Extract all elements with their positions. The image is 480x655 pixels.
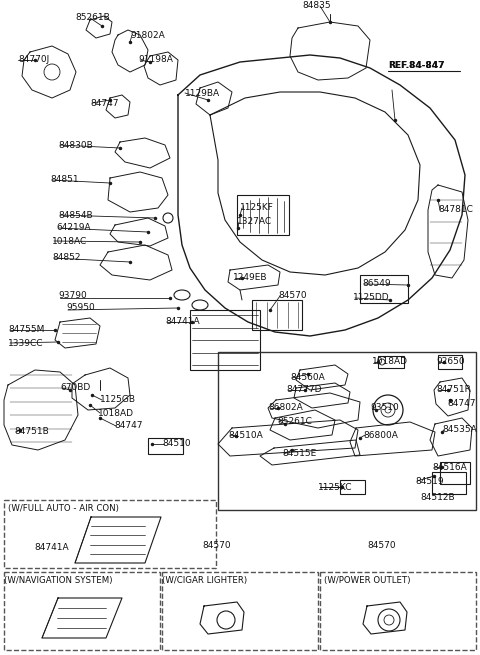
- Bar: [162, 572, 318, 650]
- Text: 84516A: 84516A: [432, 464, 467, 472]
- Text: 84781C: 84781C: [438, 206, 473, 214]
- Text: 1327AC: 1327AC: [237, 217, 272, 227]
- Bar: [4, 500, 216, 568]
- Text: 84512B: 84512B: [420, 493, 455, 502]
- Text: 84830B: 84830B: [58, 141, 93, 149]
- Bar: [432, 472, 466, 494]
- Text: 93790: 93790: [58, 291, 87, 299]
- Text: 86549: 86549: [362, 280, 391, 288]
- Text: (W/NAVIGATION SYSTEM): (W/NAVIGATION SYSTEM): [4, 576, 112, 584]
- Text: 84852: 84852: [52, 253, 81, 263]
- Text: 84515E: 84515E: [282, 449, 316, 458]
- Bar: [237, 195, 289, 235]
- Bar: [148, 438, 183, 454]
- Text: 1125GB: 1125GB: [100, 396, 136, 405]
- Text: 84747: 84747: [114, 422, 143, 430]
- Bar: [438, 355, 462, 369]
- Text: (W/POWER OUTLET): (W/POWER OUTLET): [324, 576, 410, 584]
- Bar: [218, 352, 476, 510]
- Text: 84835: 84835: [303, 1, 331, 10]
- Text: 95950: 95950: [66, 303, 95, 312]
- Text: 86800A: 86800A: [363, 430, 398, 440]
- Bar: [360, 275, 408, 303]
- Text: 670BD: 670BD: [60, 383, 90, 392]
- Text: 84570: 84570: [368, 542, 396, 550]
- Bar: [340, 480, 365, 494]
- Text: 84560A: 84560A: [290, 373, 325, 383]
- Text: 91198A: 91198A: [138, 56, 173, 64]
- Text: 86802A: 86802A: [268, 403, 303, 413]
- Text: 1125KC: 1125KC: [318, 483, 352, 491]
- Text: 84741A: 84741A: [165, 318, 200, 326]
- Text: 84854B: 84854B: [58, 210, 93, 219]
- Text: 84510A: 84510A: [228, 430, 263, 440]
- Bar: [378, 356, 404, 368]
- Bar: [320, 572, 476, 650]
- Text: 84535A: 84535A: [442, 426, 477, 434]
- Text: 84510: 84510: [162, 440, 191, 449]
- Text: 84570: 84570: [278, 291, 307, 301]
- Bar: [190, 310, 260, 370]
- Bar: [4, 572, 160, 650]
- Text: 91802A: 91802A: [130, 31, 165, 39]
- Text: REF.84-847: REF.84-847: [388, 62, 444, 71]
- Text: 64219A: 64219A: [56, 223, 91, 233]
- Text: 84751B: 84751B: [14, 428, 49, 436]
- Text: 84570: 84570: [203, 542, 231, 550]
- Text: 1018AC: 1018AC: [52, 236, 87, 246]
- Text: 1125KF: 1125KF: [240, 204, 274, 212]
- Text: 1249EB: 1249EB: [233, 274, 267, 282]
- Text: 84777D: 84777D: [286, 386, 322, 394]
- Text: 84747: 84747: [447, 398, 476, 407]
- Text: (W/FULL AUTO - AIR CON): (W/FULL AUTO - AIR CON): [8, 504, 119, 512]
- Text: 1018AD: 1018AD: [98, 409, 134, 417]
- Text: 84755M: 84755M: [8, 326, 44, 335]
- Text: 84741A: 84741A: [34, 544, 69, 553]
- Text: 92650: 92650: [436, 358, 465, 367]
- Text: 1339CC: 1339CC: [8, 339, 44, 348]
- Bar: [252, 300, 302, 330]
- Text: 85261B: 85261B: [75, 14, 110, 22]
- Text: 1129BA: 1129BA: [185, 88, 220, 98]
- Text: REF.84-847: REF.84-847: [388, 62, 444, 71]
- Text: 93510: 93510: [370, 403, 399, 413]
- Text: 1125DD: 1125DD: [353, 293, 390, 303]
- Text: 84770J: 84770J: [18, 56, 49, 64]
- Text: (W/CIGAR LIGHTER): (W/CIGAR LIGHTER): [162, 576, 247, 584]
- Text: 84751R: 84751R: [436, 386, 471, 394]
- Text: 84519: 84519: [415, 476, 444, 485]
- Text: 1018AD: 1018AD: [372, 358, 408, 367]
- Text: 85261C: 85261C: [277, 417, 312, 426]
- Text: 84851: 84851: [50, 176, 79, 185]
- Text: 84747: 84747: [90, 98, 119, 107]
- Bar: [440, 462, 470, 484]
